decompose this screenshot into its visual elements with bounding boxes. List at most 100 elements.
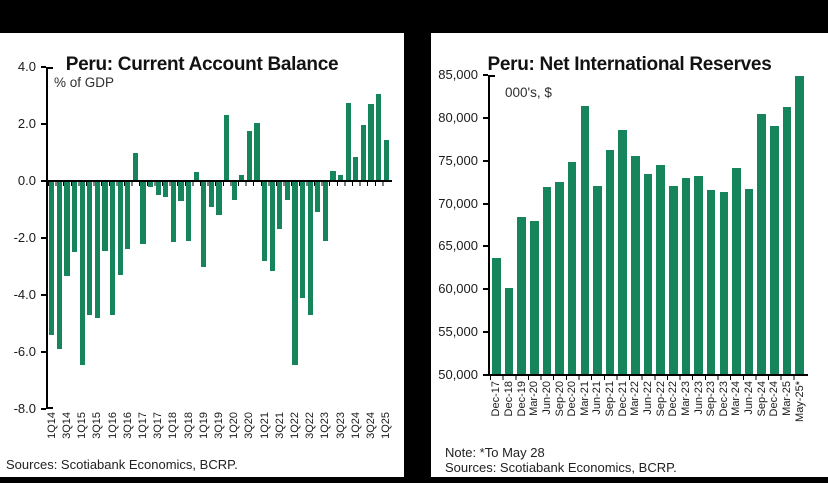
chart-title-current-account: Peru: Current Account Balance — [65, 53, 339, 75]
x-tick-label-3Q16: 3Q16 — [121, 412, 134, 439]
x-tick-label-Jun-21: Jun-21 — [591, 381, 604, 415]
x-tick-label-Sep-23: Sep-23 — [705, 381, 718, 417]
x-tick-label-1Q18: 1Q18 — [167, 412, 180, 439]
bar-2Q22 — [300, 181, 306, 298]
net-reserves-panel: Peru: Net International Reserves 000's, … — [431, 33, 828, 477]
x-tick-label-3Q22: 3Q22 — [304, 412, 317, 439]
bar-2Q24 — [360, 125, 366, 181]
bar-1Q15 — [79, 181, 85, 365]
axis-unit-label-thousands: 000's, $ — [505, 85, 552, 100]
y-tick — [41, 237, 46, 239]
bar-Jun-20 — [542, 187, 552, 375]
bar-1Q19 — [201, 181, 207, 267]
bar-4Q21 — [284, 181, 290, 200]
x-tick-label-1Q15: 1Q15 — [76, 412, 89, 439]
bar-3Q21 — [277, 181, 283, 230]
y-tick-label: -4.0 — [13, 287, 36, 302]
bar-4Q18 — [193, 172, 199, 181]
bar-3Q20 — [246, 131, 252, 181]
bar-1Q18 — [170, 181, 176, 243]
bar-4Q23 — [345, 102, 351, 181]
x-tick-label-Dec-18: Dec-18 — [502, 381, 515, 417]
x-tick-label-May-25*: May-25* — [793, 381, 806, 422]
x-tick-label-Dec-17: Dec-17 — [490, 381, 503, 417]
y-tick — [483, 74, 488, 76]
x-tick-label-Jun-22: Jun-22 — [642, 381, 654, 415]
y-tick — [41, 408, 46, 410]
bar-Mar-22 — [631, 155, 640, 375]
bar-Sep-21 — [605, 149, 615, 375]
x-tick-label-3Q17: 3Q17 — [152, 412, 165, 439]
x-tick-label-1Q22: 1Q22 — [289, 412, 301, 439]
footnote-to-may-28: Note: *To May 28 — [445, 445, 545, 460]
y-tick-label: 60,000 — [438, 281, 478, 297]
bar-3Q14 — [64, 181, 70, 277]
bar-2Q16 — [117, 181, 123, 276]
x-tick-label-Dec-22: Dec-22 — [667, 381, 680, 417]
bar-4Q17 — [163, 181, 169, 197]
bar-2Q23 — [330, 171, 336, 181]
x-tick-label-1Q25: 1Q25 — [380, 412, 393, 439]
bar-4Q15 — [102, 181, 108, 251]
current-account-panel: Peru: Current Account Balance % of GDP 4… — [0, 33, 404, 477]
y-tick-label: 80,000 — [438, 109, 478, 125]
x-tick-label-3Q23: 3Q23 — [334, 412, 347, 439]
x-tick-label-Jun-20: Jun-20 — [540, 381, 553, 415]
bar-4Q16 — [132, 152, 138, 181]
bar-Jun-24 — [744, 189, 754, 375]
bar-Dec-23 — [719, 192, 729, 375]
x-tick-label-1Q24: 1Q24 — [349, 412, 362, 439]
bar-3Q19 — [216, 181, 222, 216]
x-axis-ticks — [490, 376, 806, 380]
x-tick-label-3Q19: 3Q19 — [213, 412, 225, 439]
y-tick-label: -6.0 — [13, 344, 36, 359]
bar-3Q18 — [186, 181, 192, 241]
y-axis — [46, 67, 48, 409]
bar-3Q22 — [307, 181, 313, 315]
bar-Dec-19 — [517, 217, 526, 375]
source-note-left: Sources: Scotiabank Economics, BCRP. — [6, 457, 238, 472]
bar-3Q24 — [368, 104, 374, 181]
bar-1Q21 — [262, 181, 268, 261]
bar-2Q18 — [178, 181, 184, 201]
bar-Dec-18 — [504, 287, 514, 375]
chart-title-net-reserves: Peru: Net International Reserves — [487, 53, 772, 75]
y-tick — [41, 351, 46, 353]
bar-3Q15 — [94, 181, 100, 318]
x-tick-label-Sep-22: Sep-22 — [654, 381, 667, 417]
bar-Sep-23 — [706, 189, 716, 375]
y-tick — [41, 180, 46, 182]
bar-1Q24 — [353, 156, 359, 181]
bar-3Q23 — [338, 175, 344, 181]
bar-1Q16 — [110, 181, 116, 315]
y-axis-bottom-cap — [48, 407, 53, 409]
x-axis — [488, 374, 808, 376]
bar-Mar-21 — [580, 105, 590, 375]
bar-4Q19 — [224, 115, 230, 181]
y-tick — [41, 294, 46, 296]
x-axis — [46, 180, 392, 182]
x-tick-label-3Q15: 3Q15 — [91, 412, 104, 439]
bar-2Q15 — [87, 181, 93, 315]
y-tick — [483, 331, 488, 334]
y-tick — [41, 123, 46, 125]
net-reserves-chart: 85,000 80,000 75,000 70,000 65,000 60,000 55,0… — [431, 33, 828, 477]
x-tick-label-Mar-22: Mar-22 — [629, 381, 642, 416]
bar-1Q25 — [383, 139, 389, 181]
y-tick-label: -2.0 — [13, 230, 36, 245]
bar-2Q20 — [239, 175, 245, 181]
x-tick-label-Mar-24: Mar-24 — [730, 381, 743, 416]
x-tick-label-Dec-19: Dec-19 — [515, 381, 528, 417]
bar-Dec-22 — [668, 185, 678, 375]
x-tick-label-Dec-23: Dec-23 — [717, 381, 730, 417]
x-tick-label-Dec-20: Dec-20 — [566, 381, 579, 417]
x-tick-label-Sep-20: Sep-20 — [553, 381, 566, 417]
axis-unit-label-pct-gdp: % of GDP — [54, 75, 115, 90]
bar-2Q19 — [208, 181, 214, 207]
bar-1Q20 — [231, 181, 237, 200]
bar-Mar-23 — [681, 177, 691, 375]
bar-Dec-24 — [770, 125, 779, 375]
x-axis-ticks — [48, 182, 390, 186]
bar-Jun-22 — [643, 173, 653, 375]
